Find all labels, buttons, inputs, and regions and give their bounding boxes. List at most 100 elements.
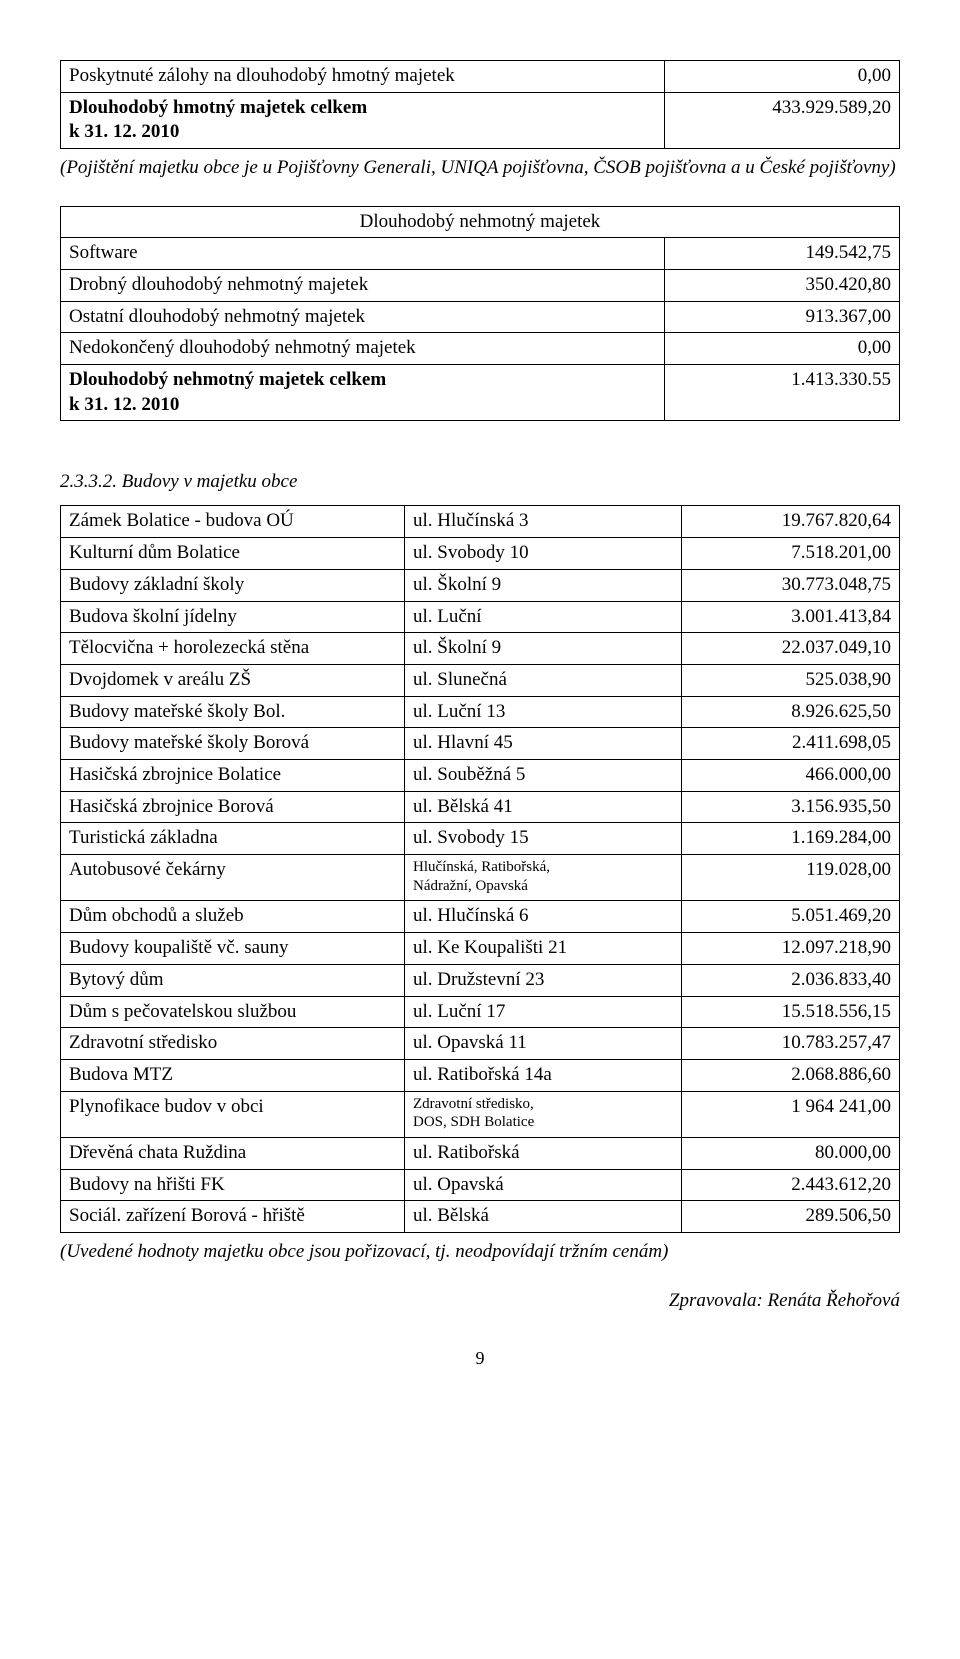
- building-name: Budova školní jídelny: [61, 601, 405, 633]
- building-address: ul. Hlučínská 3: [404, 506, 681, 538]
- building-name: Budovy na hřišti FK: [61, 1169, 405, 1201]
- building-name: Zdravotní středisko: [61, 1028, 405, 1060]
- building-name: Tělocvična + horolezecká stěna: [61, 633, 405, 665]
- building-name: Autobusové čekárny: [61, 855, 405, 901]
- building-address: ul. Luční 17: [404, 996, 681, 1028]
- building-value: 2.443.612,20: [681, 1169, 899, 1201]
- building-name: Budovy koupaliště vč. sauny: [61, 933, 405, 965]
- row-value: 0,00: [665, 333, 900, 365]
- table-row: Budovy základní školyul. Školní 930.773.…: [61, 569, 900, 601]
- intangible-header-cell: Dlouhodobý nehmotný majetek: [61, 206, 900, 238]
- row-label: Nedokončený dlouhodobý nehmotný majetek: [61, 333, 665, 365]
- table-row: Budovy koupaliště vč. saunyul. Ke Koupal…: [61, 933, 900, 965]
- table-row: Plynofikace budov v obciZdravotní středi…: [61, 1091, 900, 1137]
- building-value: 525.038,90: [681, 664, 899, 696]
- intangible-header-row: Dlouhodobý nehmotný majetek: [61, 206, 900, 238]
- building-value: 119.028,00: [681, 855, 899, 901]
- building-name: Sociál. zařízení Borová - hřiště: [61, 1201, 405, 1233]
- row-label: Dlouhodobý nehmotný majetek celkemk 31. …: [61, 365, 665, 421]
- building-name: Budovy mateřské školy Borová: [61, 728, 405, 760]
- building-address: ul. Ratibořská: [404, 1138, 681, 1170]
- table-row: Hasičská zbrojnice Borovául. Bělská 413.…: [61, 791, 900, 823]
- building-value: 3.156.935,50: [681, 791, 899, 823]
- building-address: ul. Luční: [404, 601, 681, 633]
- building-value: 5.051.469,20: [681, 901, 899, 933]
- building-address: ul. Ratibořská 14a: [404, 1059, 681, 1091]
- building-name: Bytový dům: [61, 964, 405, 996]
- table-row: Nedokončený dlouhodobý nehmotný majetek0…: [61, 333, 900, 365]
- buildings-table: Zámek Bolatice - budova OÚul. Hlučínská …: [60, 505, 900, 1233]
- acquisition-value-note: (Uvedené hodnoty majetku obce jsou pořiz…: [60, 1239, 900, 1266]
- building-address: ul. Bělská 41: [404, 791, 681, 823]
- intangible-assets-table: Dlouhodobý nehmotný majetek Software149.…: [60, 206, 900, 422]
- building-name: Turistická základna: [61, 823, 405, 855]
- building-value: 12.097.218,90: [681, 933, 899, 965]
- row-label: Ostatní dlouhodobý nehmotný majetek: [61, 301, 665, 333]
- building-value: 8.926.625,50: [681, 696, 899, 728]
- table-row: Kulturní dům Bolaticeul. Svobody 107.518…: [61, 538, 900, 570]
- building-value: 80.000,00: [681, 1138, 899, 1170]
- building-value: 3.001.413,84: [681, 601, 899, 633]
- building-address: ul. Ke Koupališti 21: [404, 933, 681, 965]
- building-value: 1.169.284,00: [681, 823, 899, 855]
- building-address: ul. Slunečná: [404, 664, 681, 696]
- table-row: Budova školní jídelnyul. Luční3.001.413,…: [61, 601, 900, 633]
- building-value: 19.767.820,64: [681, 506, 899, 538]
- row-label: Poskytnuté zálohy na dlouhodobý hmotný m…: [61, 61, 665, 93]
- building-address: ul. Opavská 11: [404, 1028, 681, 1060]
- building-name: Dřevěná chata Ruždina: [61, 1138, 405, 1170]
- table-row: Poskytnuté zálohy na dlouhodobý hmotný m…: [61, 61, 900, 93]
- table-row: Drobný dlouhodobý nehmotný majetek350.42…: [61, 270, 900, 302]
- building-value: 2.411.698,05: [681, 728, 899, 760]
- table-row: Dům obchodů a služebul. Hlučínská 65.051…: [61, 901, 900, 933]
- building-name: Dům s pečovatelskou službou: [61, 996, 405, 1028]
- building-name: Budovy základní školy: [61, 569, 405, 601]
- table-row: Ostatní dlouhodobý nehmotný majetek913.3…: [61, 301, 900, 333]
- table-row: Tělocvična + horolezecká stěnaul. Školní…: [61, 633, 900, 665]
- author-line: Zpravovala: Renáta Řehořová: [60, 1290, 900, 1312]
- building-value: 289.506,50: [681, 1201, 899, 1233]
- building-address: ul. Hlavní 45: [404, 728, 681, 760]
- building-name: Hasičská zbrojnice Bolatice: [61, 759, 405, 791]
- building-name: Budova MTZ: [61, 1059, 405, 1091]
- building-address: ul. Školní 9: [404, 633, 681, 665]
- building-value: 30.773.048,75: [681, 569, 899, 601]
- building-name: Zámek Bolatice - budova OÚ: [61, 506, 405, 538]
- building-value: 10.783.257,47: [681, 1028, 899, 1060]
- building-address: ul. Luční 13: [404, 696, 681, 728]
- building-address: ul. Bělská: [404, 1201, 681, 1233]
- building-address: ul. Svobody 15: [404, 823, 681, 855]
- building-value: 1 964 241,00: [681, 1091, 899, 1137]
- table-row: Bytový důmul. Družstevní 232.036.833,40: [61, 964, 900, 996]
- building-name: Dvojdomek v areálu ZŠ: [61, 664, 405, 696]
- table-row: Budovy mateřské školy Bol.ul. Luční 138.…: [61, 696, 900, 728]
- building-name: Dům obchodů a služeb: [61, 901, 405, 933]
- table-row: Zdravotní střediskoul. Opavská 1110.783.…: [61, 1028, 900, 1060]
- building-value: 22.037.049,10: [681, 633, 899, 665]
- row-value: 1.413.330.55: [665, 365, 900, 421]
- building-address: ul. Opavská: [404, 1169, 681, 1201]
- building-address: ul. Souběžná 5: [404, 759, 681, 791]
- row-value: 350.420,80: [665, 270, 900, 302]
- table-row: Budovy mateřské školy Borovául. Hlavní 4…: [61, 728, 900, 760]
- row-label: Drobný dlouhodobý nehmotný majetek: [61, 270, 665, 302]
- table-row: Budova MTZul. Ratibořská 14a2.068.886,60: [61, 1059, 900, 1091]
- row-value: 149.542,75: [665, 238, 900, 270]
- building-address: Hlučínská, Ratibořská,Nádražní, Opavská: [404, 855, 681, 901]
- tangible-assets-summary-table: Poskytnuté zálohy na dlouhodobý hmotný m…: [60, 60, 900, 149]
- building-address: ul. Družstevní 23: [404, 964, 681, 996]
- table-row: Sociál. zařízení Borová - hřištěul. Běls…: [61, 1201, 900, 1233]
- building-name: Hasičská zbrojnice Borová: [61, 791, 405, 823]
- building-address: ul. Hlučínská 6: [404, 901, 681, 933]
- building-name: Plynofikace budov v obci: [61, 1091, 405, 1137]
- table-row: Hasičská zbrojnice Bolaticeul. Souběžná …: [61, 759, 900, 791]
- table-row: Budovy na hřišti FKul. Opavská2.443.612,…: [61, 1169, 900, 1201]
- building-address: ul. Školní 9: [404, 569, 681, 601]
- page-number: 9: [60, 1348, 900, 1369]
- table-row: Software149.542,75: [61, 238, 900, 270]
- table-row: Dřevěná chata Ruždinaul. Ratibořská80.00…: [61, 1138, 900, 1170]
- building-value: 466.000,00: [681, 759, 899, 791]
- building-name: Kulturní dům Bolatice: [61, 538, 405, 570]
- table-row: Zámek Bolatice - budova OÚul. Hlučínská …: [61, 506, 900, 538]
- table-row: Autobusové čekárnyHlučínská, Ratibořská,…: [61, 855, 900, 901]
